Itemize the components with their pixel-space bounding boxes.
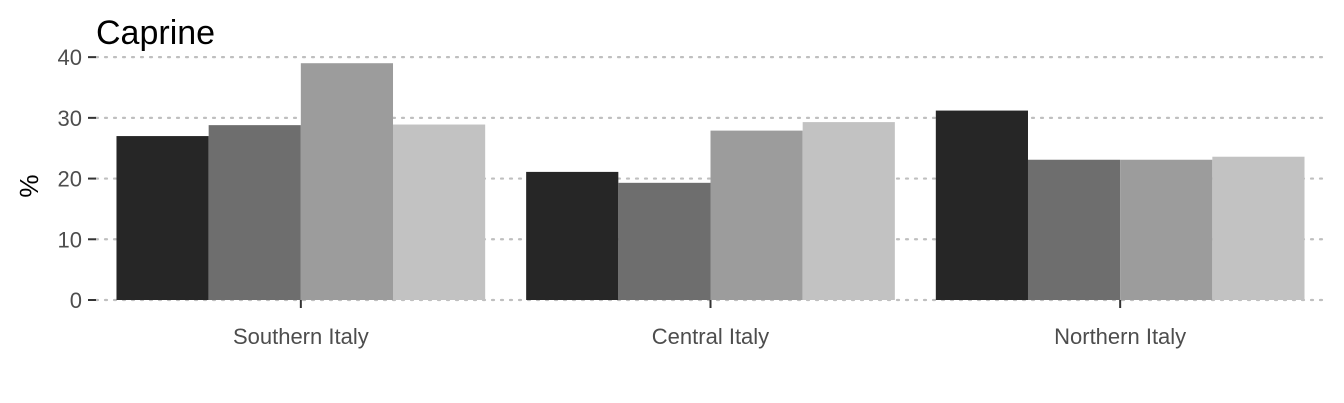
bar-2-3	[1212, 156, 1305, 300]
bar-2-0	[935, 110, 1028, 300]
bar-0-1	[208, 125, 301, 301]
y-tick-label-4: 40	[58, 45, 82, 70]
bar-1-3	[802, 122, 895, 300]
x-tick-label-0: Southern Italy	[233, 324, 369, 349]
bar-2-1	[1027, 159, 1121, 300]
y-tick-label-0: 0	[70, 288, 82, 313]
chart-title: Caprine	[96, 14, 215, 52]
bars	[116, 63, 1305, 301]
y-tick-label-3: 30	[58, 106, 82, 131]
bar-0-0	[116, 136, 209, 300]
bar-0-2	[300, 63, 394, 300]
bar-1-2	[710, 130, 803, 300]
bar-1-0	[526, 171, 619, 300]
y-tick-label-1: 10	[58, 227, 82, 252]
y-axis-label: %	[14, 174, 44, 197]
x-tick-label-2: Northern Italy	[1054, 324, 1186, 349]
axes: 0 10 20 30 40 Southern Italy Central Italy Nort…	[58, 45, 1187, 349]
y-tick-label-2: 20	[58, 167, 82, 192]
bar-1-1	[618, 182, 711, 300]
bar-0-3	[393, 124, 486, 301]
bar-2-2	[1120, 159, 1213, 300]
x-tick-label-1: Central Italy	[652, 324, 769, 349]
